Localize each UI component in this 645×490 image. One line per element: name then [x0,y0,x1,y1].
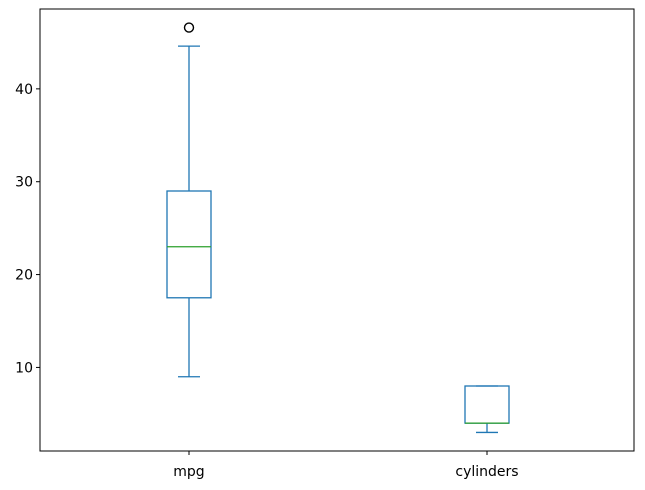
box-group-cylinders [464,385,510,434]
outlier-point-mpg-0 [183,22,195,33]
y-axis: 10 20 30 40 [15,82,40,376]
iqr-box-mpg [166,190,212,299]
y-tick-label-20: 20 [15,268,33,284]
x-axis: mpg cylinders [173,451,519,480]
y-tick-label-10: 10 [15,360,33,376]
iqr-box-cylinders [464,385,510,424]
x-tick-label-cylinders: cylinders [455,464,518,480]
plot-area [166,22,510,434]
box-group-mpg [166,22,212,378]
y-tick-label-30: 30 [15,175,33,191]
y-tick-label-40: 40 [15,82,33,98]
x-tick-label-mpg: mpg [173,464,204,480]
plot-frame [39,8,635,452]
